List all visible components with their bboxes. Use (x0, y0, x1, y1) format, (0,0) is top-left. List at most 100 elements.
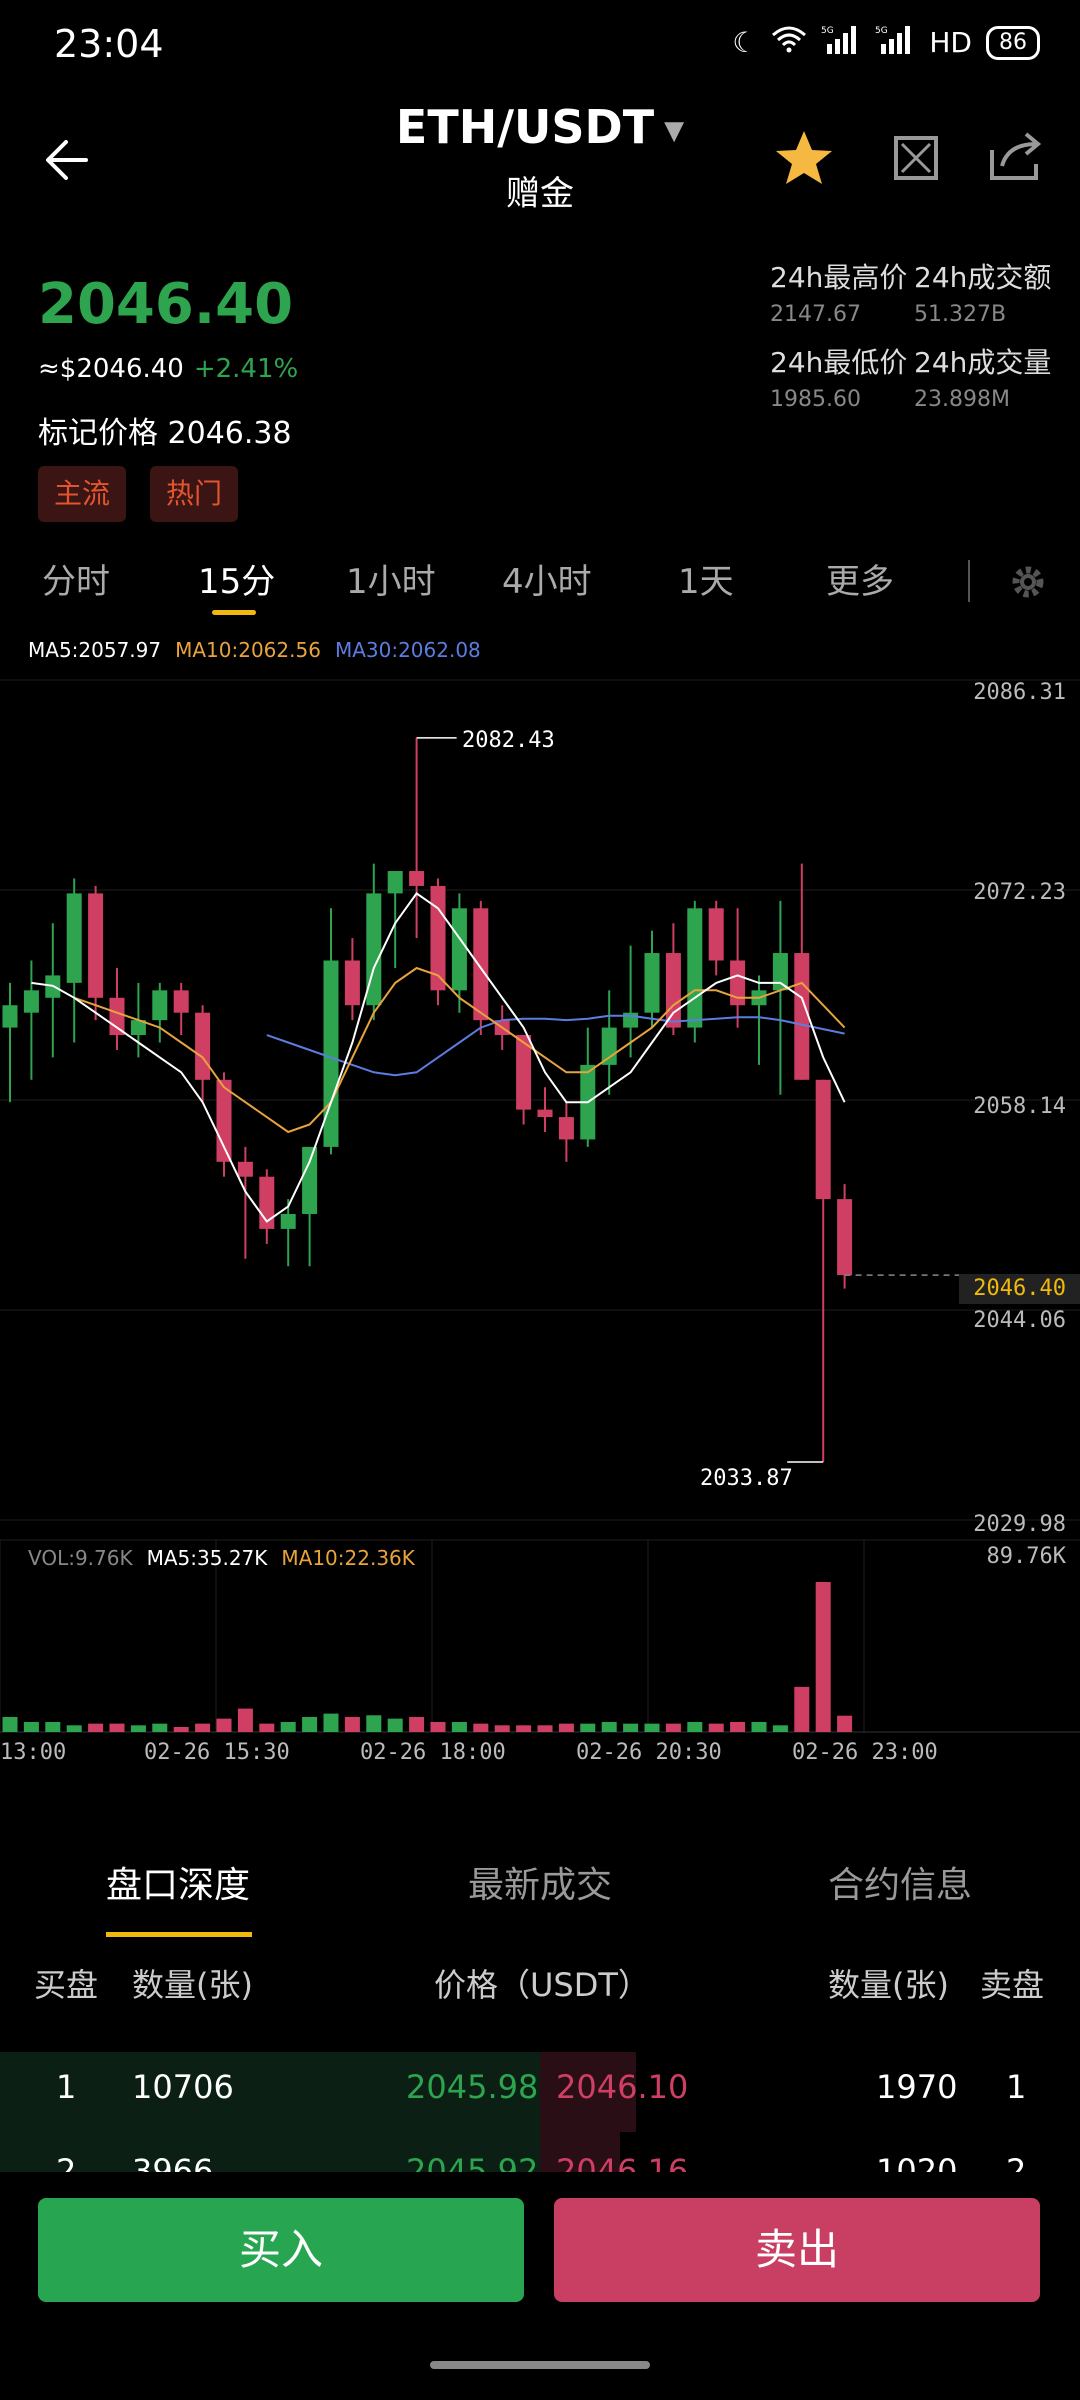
tab-4h[interactable]: 4小时 (502, 562, 592, 602)
vol-ma10-legend: MA10:22.36K (281, 1546, 415, 1570)
candle-body (558, 1117, 574, 1140)
high-value: 2147.67 (770, 302, 861, 327)
volume-legend: VOL:9.76K MA5:35.27K MA10:22.36K (28, 1546, 429, 1570)
volume-bar (302, 1716, 318, 1732)
pair-selector[interactable]: ETH/USDT ▼ (0, 100, 1080, 154)
order-book: 1 10706 2045.98 2046.10 1970 1 2 3966 20… (0, 2052, 1080, 2172)
stats-left: 24h最高价 2147.67 24h最低价 1985.60 (770, 256, 907, 412)
tag-mainstream[interactable]: 主流 (38, 466, 127, 522)
share-button[interactable] (984, 126, 1048, 190)
volume-bar (366, 1715, 382, 1732)
candle-body (152, 990, 168, 1021)
tab-15m[interactable]: 15分 (198, 562, 276, 602)
ma30-line (266, 1014, 845, 1077)
candle-body (109, 997, 125, 1036)
volume-bar (259, 1723, 275, 1732)
ma5-line (31, 892, 846, 1223)
fullscreen-button[interactable] (884, 126, 948, 190)
vol-legend: VOL:9.76K (28, 1546, 133, 1570)
settings-button[interactable] (1008, 562, 1048, 606)
vol-ma5-legend: MA5:35.27K (146, 1546, 268, 1570)
bid-depth-bar (0, 2052, 540, 2132)
x-tick-1: 13:00 (0, 1740, 67, 1765)
bid-qty: 10706 (132, 2068, 234, 2106)
x-tick-4: 02-26 20:30 (576, 1740, 722, 1765)
volume-bar (173, 1726, 189, 1732)
svg-text:5G: 5G (821, 26, 834, 36)
last-price: 2046.40 (38, 272, 294, 337)
tab-1h[interactable]: 1小时 (346, 562, 436, 602)
candle-body (173, 990, 189, 1013)
tab-more[interactable]: 更多 (826, 562, 894, 602)
ask-depth-bar (540, 2052, 636, 2132)
tab-active-indicator (212, 610, 256, 615)
candle-body (23, 990, 39, 1013)
ask-qty: 1020 (876, 2152, 958, 2172)
ma10-line (73, 966, 846, 1134)
caret-down-icon: ▼ (664, 115, 685, 146)
volume-bar (623, 1723, 639, 1732)
candle-body (2, 1005, 18, 1028)
volume-bar (130, 1725, 146, 1732)
volume-bar (152, 1723, 168, 1732)
current-price-tag: 2046.40 (959, 1274, 1080, 1304)
volume-max-label: 89.76K (986, 1544, 1066, 1569)
favorite-button[interactable] (772, 126, 836, 190)
tab-timeshare[interactable]: 分时 (42, 562, 110, 602)
tab-depth[interactable]: 盘口深度 (106, 1865, 251, 1906)
volume-bar (644, 1723, 660, 1732)
candlestick-chart[interactable] (0, 660, 1080, 1780)
buy-button[interactable]: 买入 (38, 2198, 524, 2302)
approx-usd: ≈$2046.40 (38, 354, 184, 384)
sell-button[interactable]: 卖出 (554, 2198, 1040, 2302)
bid-price: 2045.92 (406, 2152, 539, 2172)
ask-index: 1 (1006, 2068, 1027, 2106)
tag-hot[interactable]: 热门 (150, 466, 239, 522)
volume-bar (66, 1725, 82, 1732)
ask-price: 2046.10 (556, 2068, 689, 2106)
status-time: 23:04 (54, 22, 164, 66)
candle-body (708, 908, 724, 961)
pair-name: ETH/USDT (395, 100, 655, 154)
mark-price-label: 标记价格 (38, 416, 158, 451)
candle-body (302, 1146, 318, 1215)
volume-bar (45, 1721, 61, 1732)
bid-price: 2045.98 (406, 2068, 539, 2106)
status-bar: 23:04 ☾ 5G 5G HD 86 (0, 0, 1080, 90)
bid-qty: 3966 (132, 2152, 214, 2172)
home-indicator[interactable] (430, 2361, 650, 2369)
turnover-value: 51.327B (914, 302, 1007, 327)
ask-qty: 1970 (876, 2068, 958, 2106)
y-tick-4: 2044.06 (973, 1308, 1066, 1333)
tab-1d[interactable]: 1天 (678, 562, 734, 602)
turnover-label: 24h成交额 (914, 261, 1052, 294)
y-tick-2: 2072.23 (973, 880, 1066, 905)
price-change: +2.41% (193, 354, 299, 384)
header-price: 价格（USDT） (434, 1966, 650, 2004)
low-label: 24h最低价 (770, 346, 908, 379)
volume-bar (23, 1721, 39, 1732)
high-marker-label: 2082.43 (462, 728, 555, 753)
candle-body (195, 1012, 211, 1080)
ma10-legend: MA10:2062.56 (175, 638, 321, 662)
x-tick-3: 02-26 18:00 (360, 1740, 506, 1765)
volume-bar (708, 1723, 724, 1732)
ask-depth-bar (540, 2132, 620, 2172)
interval-tabs: 分时 15分 1小时 4小时 1天 更多 (0, 540, 1080, 620)
ma5-legend: MA5:2057.97 (28, 638, 162, 662)
volume-bar (601, 1721, 617, 1732)
tab-contract-info[interactable]: 合约信息 (828, 1865, 973, 1906)
volume-bar (237, 1708, 253, 1732)
back-button[interactable] (40, 130, 100, 190)
y-tick-1: 2086.31 (973, 680, 1066, 705)
x-tick-5: 02-26 23:00 (792, 1740, 938, 1765)
bid-index: 2 (56, 2152, 77, 2172)
book-tabs: 盘口深度 最新成交 合约信息 (0, 1850, 1080, 1940)
candle-body (451, 908, 467, 991)
tab-trades[interactable]: 最新成交 (468, 1865, 613, 1906)
candle-body (280, 1214, 296, 1229)
candle-body (815, 1079, 831, 1200)
signal-icon: 5G (821, 24, 861, 61)
mark-price: 标记价格 2046.38 (38, 408, 292, 452)
volume-bar (837, 1715, 853, 1732)
